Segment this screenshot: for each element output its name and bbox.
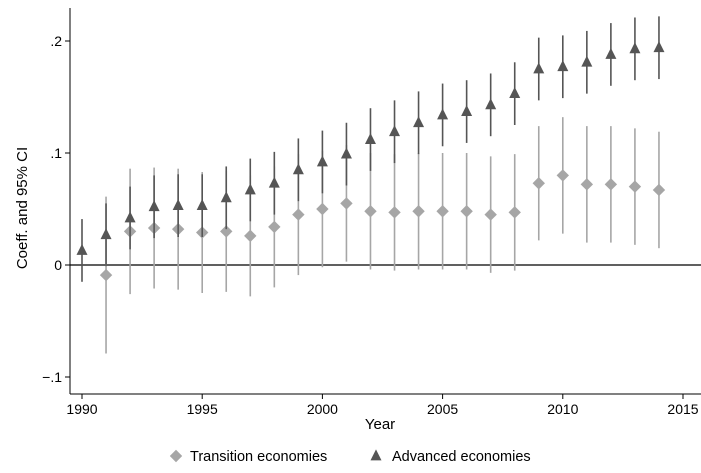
data-point: [148, 200, 160, 212]
x-tick-label: 2010: [547, 401, 578, 417]
data-point: [437, 108, 449, 120]
x-tick-label: 1990: [66, 401, 97, 417]
data-point: [389, 125, 401, 137]
data-point: [653, 41, 665, 53]
data-point: [412, 205, 425, 218]
data-point: [268, 176, 280, 188]
data-point: [100, 228, 112, 240]
data-point: [99, 268, 113, 282]
y-tick-label: .1: [50, 145, 62, 161]
series-transition-economies: [99, 117, 666, 354]
data-point: [364, 205, 377, 218]
data-point: [628, 180, 642, 193]
data-point: [509, 87, 521, 99]
data-point: [413, 116, 425, 128]
data-point: [292, 163, 304, 175]
data-point: [580, 178, 594, 191]
data-point: [508, 206, 521, 219]
series-advanced-economies: [76, 16, 665, 282]
data-point: [484, 208, 497, 221]
data-point: [485, 98, 497, 110]
data-point: [629, 42, 641, 54]
data-point: [460, 205, 473, 218]
data-point: [196, 199, 208, 211]
data-point: [364, 132, 376, 144]
data-point: [436, 205, 449, 218]
data-point: [557, 60, 569, 72]
series-layer: [76, 16, 666, 354]
legend-label: Advanced economies: [392, 449, 531, 465]
data-point: [292, 208, 305, 221]
axes-layer: −.1 0 .1 .2 1990 1995 2000 2005 2010 2015: [42, 8, 701, 417]
data-point: [604, 178, 618, 191]
data-point: [532, 177, 545, 190]
legend: Transition economies Advanced economies: [169, 449, 531, 465]
legend-marker: [370, 449, 382, 461]
data-point: [581, 55, 593, 67]
x-axis-label: Year: [365, 416, 395, 433]
data-point: [220, 225, 233, 238]
data-point: [461, 104, 473, 116]
legend-label: Transition economies: [190, 449, 327, 465]
legend-marker: [169, 449, 183, 463]
x-tick-label: 2005: [427, 401, 458, 417]
data-point: [340, 197, 353, 210]
data-point: [316, 155, 328, 167]
data-point: [172, 199, 184, 211]
data-point: [605, 47, 617, 59]
data-point: [268, 220, 281, 234]
data-point: [244, 183, 256, 195]
y-axis-label: Coeff. and 95% CI: [14, 147, 31, 269]
data-point: [316, 202, 329, 216]
y-tick-label: 0: [54, 257, 62, 273]
x-tick-label: 2000: [307, 401, 338, 417]
x-tick-label: 1995: [187, 401, 218, 417]
data-point: [124, 211, 136, 223]
data-point: [533, 62, 545, 74]
data-point: [340, 147, 352, 159]
x-tick-label: 2015: [667, 401, 698, 417]
data-point: [652, 183, 666, 197]
y-tick-label: −.1: [42, 369, 62, 385]
data-point: [556, 169, 569, 182]
data-point: [388, 206, 401, 219]
data-point: [76, 243, 88, 255]
data-point: [244, 229, 257, 243]
data-point: [220, 191, 232, 203]
y-tick-label: .2: [50, 33, 62, 49]
